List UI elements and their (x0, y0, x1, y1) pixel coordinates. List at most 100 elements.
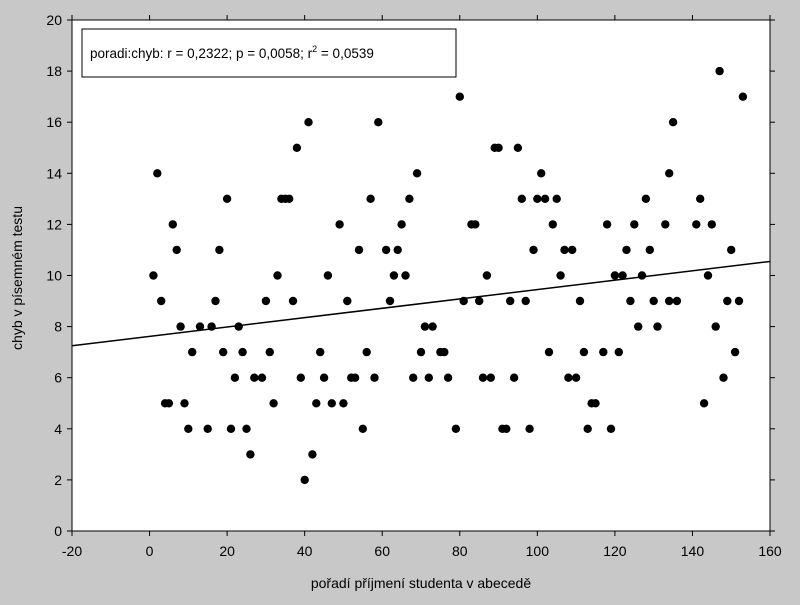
data-point (308, 450, 317, 459)
x-tick-label: 60 (374, 543, 390, 559)
data-point (606, 424, 616, 433)
data-point (440, 347, 449, 357)
x-tick-label: -20 (62, 543, 82, 559)
data-point (335, 220, 344, 229)
data-point (711, 322, 720, 331)
x-axis-label: pořadí příjmení studenta v abecedě (311, 575, 531, 591)
data-point (575, 296, 585, 306)
data-point (366, 194, 375, 203)
data-point (599, 347, 608, 357)
y-tick-label: 10 (46, 268, 62, 284)
data-point (564, 373, 573, 382)
data-point (719, 373, 728, 382)
data-point (533, 194, 542, 203)
data-point (699, 399, 709, 408)
data-point (319, 373, 329, 382)
stats-annotation-prefix: poradi:chyb: r = 0,2322; p = 0,0058; r (90, 46, 313, 61)
data-point (475, 296, 484, 306)
data-point (238, 347, 247, 357)
data-point (188, 347, 197, 357)
data-point (560, 245, 569, 255)
annotation-frame (81, 28, 457, 78)
data-point (471, 220, 480, 229)
data-point (261, 296, 271, 306)
data-point (696, 194, 705, 203)
data-point (506, 296, 515, 306)
data-point (548, 220, 557, 229)
data-point (219, 347, 228, 357)
data-point (703, 271, 713, 280)
data-point (385, 296, 395, 306)
y-tick-label: 6 (54, 370, 62, 386)
data-point (153, 169, 162, 178)
data-point (552, 194, 561, 203)
data-point (339, 399, 348, 408)
data-point (649, 296, 658, 306)
x-tick-label: 160 (758, 543, 782, 559)
data-point (412, 169, 422, 178)
data-point (443, 373, 453, 382)
data-point (296, 373, 305, 382)
data-point (626, 296, 635, 306)
regression-line (71, 260, 771, 347)
data-point (168, 220, 177, 229)
data-point (292, 143, 302, 152)
y-tick-label: 14 (46, 165, 62, 181)
y-axis-label: chyb v písemném testu (9, 206, 25, 350)
data-point (234, 322, 243, 331)
data-point (424, 373, 433, 382)
data-point (478, 373, 488, 382)
data-point (517, 194, 526, 203)
data-point (405, 194, 414, 203)
data-point (715, 66, 724, 76)
data-point (397, 220, 406, 229)
data-point (494, 143, 503, 152)
stats-annotation: poradi:chyb: r = 0,2322; p = 0,0058; r2 … (90, 44, 374, 61)
data-point (176, 322, 185, 331)
data-point (203, 424, 212, 433)
data-point (521, 296, 530, 306)
data-point (246, 450, 255, 459)
data-point (358, 424, 367, 433)
data-point (653, 322, 662, 331)
x-tick-label: 100 (526, 543, 550, 559)
data-point (401, 271, 410, 280)
data-point (734, 296, 744, 306)
data-point (618, 271, 627, 280)
data-point (327, 399, 336, 408)
data-point (226, 424, 236, 433)
y-tick-label: 16 (46, 114, 62, 130)
data-point (634, 322, 643, 331)
data-point (420, 322, 430, 331)
data-point (723, 296, 732, 306)
x-tick-label: 40 (297, 543, 313, 559)
data-point (513, 143, 523, 152)
data-point (568, 245, 577, 255)
data-point (665, 169, 674, 178)
data-point (381, 245, 391, 255)
x-tick-label: 20 (219, 543, 235, 559)
data-point (370, 373, 379, 382)
data-point (482, 271, 492, 280)
data-point (637, 271, 647, 280)
data-point (288, 296, 298, 306)
data-point (738, 92, 748, 101)
data-point (269, 399, 278, 408)
data-point (172, 245, 181, 255)
data-point (323, 271, 333, 280)
y-tick-label: 2 (54, 472, 62, 488)
data-point (285, 194, 294, 203)
data-point (300, 475, 309, 485)
data-point (556, 271, 565, 280)
legend-box: poradi:chyb: r = 0,2322; p = 0,0058; r2 … (81, 28, 457, 78)
data-point (312, 399, 321, 408)
data-point (304, 118, 313, 127)
data-point (343, 296, 352, 306)
data-point (451, 424, 461, 433)
data-point (502, 424, 511, 433)
data-point (579, 347, 589, 357)
data-point (537, 169, 546, 178)
data-point (571, 373, 581, 382)
data-point (509, 373, 519, 382)
